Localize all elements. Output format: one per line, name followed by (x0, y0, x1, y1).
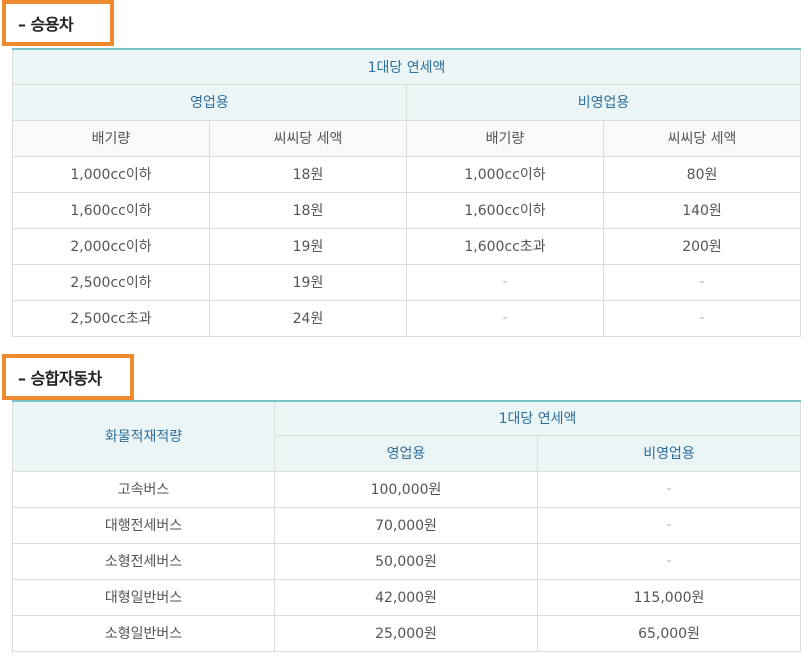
header-nonbusiness: 비영업용 (536, 434, 802, 472)
header-nonbusiness: 비영업용 (405, 83, 802, 121)
cell: 2,000cc이하 (12, 227, 210, 265)
table-row: 소형일반버스 25,000원 65,000원 (12, 614, 802, 652)
header-annual-tax: 1대당 연세액 (273, 400, 802, 436)
cell: 18원 (209, 191, 407, 229)
cell: 80원 (602, 155, 802, 193)
table-row: 1,000cc이하 18원 1,000cc이하 80원 (12, 155, 802, 193)
table-row: 2,000cc이하 19원 1,600cc초과 200원 (12, 227, 802, 265)
cell: - (536, 470, 802, 508)
cell: - (602, 299, 802, 337)
cell: 1,600cc이하 (406, 191, 604, 229)
cell: 고속버스 (12, 470, 275, 508)
table-row: 1,600cc이하 18원 1,600cc이하 140원 (12, 191, 802, 229)
table-row: 대행전세버스 70,000원 - (12, 506, 802, 544)
cell: 1,000cc이하 (12, 155, 210, 193)
cell: 2,500cc이하 (12, 263, 210, 301)
col-capacity: 화물적재적량 (12, 400, 275, 472)
cell: 140원 (602, 191, 802, 229)
cell: 1,600cc이하 (12, 191, 210, 229)
table-row: 고속버스 100,000원 - (12, 470, 802, 508)
col-tax-per-cc-business: 씨씨당 세액 (209, 119, 407, 157)
section-title-bus: – 승합자동차 (2, 354, 134, 400)
table-row: 대형일반버스 42,000원 115,000원 (12, 578, 802, 616)
col-tax-per-cc-nonbusiness: 씨씨당 세액 (602, 119, 802, 157)
cell: 소형전세버스 (12, 542, 275, 580)
table-row: 소형전세버스 50,000원 - (12, 542, 802, 580)
cell: 70,000원 (274, 506, 538, 544)
cell: 19원 (209, 263, 407, 301)
cell: 1,000cc이하 (406, 155, 604, 193)
cell: 19원 (209, 227, 407, 265)
cell: 1,600cc초과 (406, 227, 604, 265)
col-displacement-nonbusiness: 배기량 (406, 119, 604, 157)
cell: - (536, 542, 802, 580)
cell: 대행전세버스 (12, 506, 275, 544)
col-displacement-business: 배기량 (12, 119, 210, 157)
cell: 25,000원 (274, 614, 538, 652)
cell: 115,000원 (536, 578, 802, 616)
cell: 소형일반버스 (12, 614, 275, 652)
cell: - (406, 263, 604, 301)
table-row: 2,500cc초과 24원 - - (12, 299, 802, 337)
table-row: 2,500cc이하 19원 - - (12, 263, 802, 301)
cell: 2,500cc초과 (12, 299, 210, 337)
cell: 50,000원 (274, 542, 538, 580)
cell: 200원 (602, 227, 802, 265)
cell: - (602, 263, 802, 301)
bus-tax-table: 화물적재적량 1대당 연세액 영업용 비영업용 고속버스 100,000원 - … (12, 400, 802, 652)
cell: 42,000원 (274, 578, 538, 616)
header-annual-tax: 1대당 연세액 (11, 48, 802, 85)
section-title-passenger: – 승용차 (2, 0, 114, 46)
header-business: 영업용 (12, 83, 407, 121)
cell: 18원 (209, 155, 407, 193)
cell: 대형일반버스 (12, 578, 275, 616)
cell: - (406, 299, 604, 337)
header-business: 영업용 (274, 434, 538, 472)
passenger-tax-table: 1대당 연세액 영업용 비영업용 배기량 씨씨당 세액 배기량 씨씨당 세액 1… (11, 48, 802, 337)
cell: 100,000원 (274, 470, 538, 508)
cell: 24원 (209, 299, 407, 337)
cell: - (536, 506, 802, 544)
cell: 65,000원 (536, 614, 802, 652)
